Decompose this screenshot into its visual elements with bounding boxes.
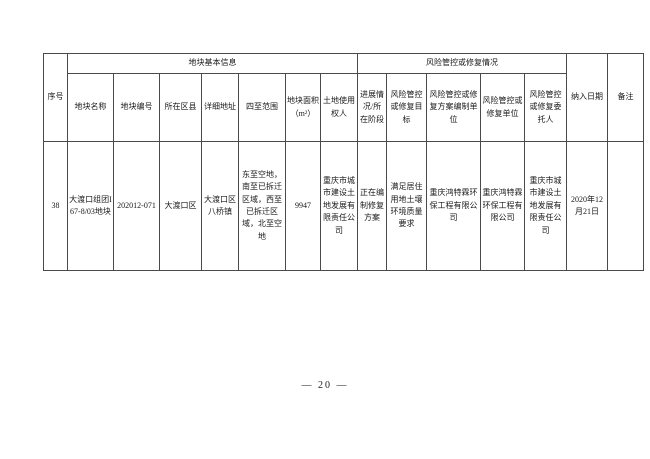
cell-district: 大渡口区 <box>159 141 202 271</box>
cell-seq: 38 <box>43 141 68 271</box>
cell-boundaries: 东至空地，南至已拆迁区域，西至已拆迁区域，北至空地 <box>238 141 286 271</box>
col-header-exec-unit: 风险管控或修复单位 <box>480 73 526 142</box>
col-group-header-basic-info: 地块基本信息 <box>66 53 359 74</box>
cell-exec-unit: 重庆鸿特霖环保工程有限公司 <box>480 141 526 271</box>
col-header-plan-unit: 风险管控或修复方案编制单位 <box>426 73 482 142</box>
table-group-header-row: 序号 地块基本信息 风险管控或修复情况 纳入日期 备注 <box>43 53 645 142</box>
col-header-seq: 序号 <box>43 53 68 142</box>
cell-goal: 满足居住用地土壤环境质量要求 <box>386 141 428 271</box>
cell-client: 重庆市城市建设土地发展有限责任公司 <box>524 141 568 271</box>
cell-plan-unit: 重庆鸿特霖环保工程有限公司 <box>426 141 482 271</box>
table-sub-header-row: 地块名称 地块编号 所在区县 详细地址 四至范围 地块面积（m²） 土地使用权人… <box>44 73 644 142</box>
cell-entry-date: 2020年12月21日 <box>566 141 609 271</box>
cell-progress: 正在编制修复方案 <box>357 141 388 271</box>
col-header-district: 所在区县 <box>159 73 202 142</box>
col-header-boundaries: 四至范围 <box>238 73 286 142</box>
cell-land-user: 重庆市城市建设土地发展有限责任公司 <box>319 141 359 271</box>
col-header-area: 地块面积（m²） <box>285 73 321 142</box>
page-number-footer: — 20 — <box>301 380 349 391</box>
col-header-remark: 备注 <box>607 53 645 142</box>
cell-address: 大渡口区八桥镇 <box>201 141 239 271</box>
cell-area: 9947 <box>285 141 321 271</box>
col-header-goal: 风险管控或修复目标 <box>386 73 428 142</box>
table-row: 38 大渡口组团I67-8/03地块 202012-071 大渡口区 大渡口区八… <box>43 141 645 271</box>
col-header-progress: 进展情况/所在阶段 <box>357 73 388 142</box>
cell-parcel-code: 202012-071 <box>113 141 160 271</box>
col-header-parcel-name: 地块名称 <box>67 73 114 142</box>
cell-parcel-name: 大渡口组团I67-8/03地块 <box>67 141 114 271</box>
col-header-parcel-code: 地块编号 <box>113 73 160 142</box>
col-group-header-risk-info: 风险管控或修复情况 <box>357 53 568 74</box>
col-header-entry-date: 纳入日期 <box>566 53 609 142</box>
col-header-address: 详细地址 <box>201 73 239 142</box>
parcel-management-table: 序号 地块基本信息 风险管控或修复情况 纳入日期 备注 地块名称 地块编号 所在… <box>43 53 645 271</box>
cell-remark <box>607 141 645 271</box>
col-header-client: 风险管控或修复委托人 <box>524 73 568 142</box>
col-header-land-user: 土地使用权人 <box>319 73 359 142</box>
